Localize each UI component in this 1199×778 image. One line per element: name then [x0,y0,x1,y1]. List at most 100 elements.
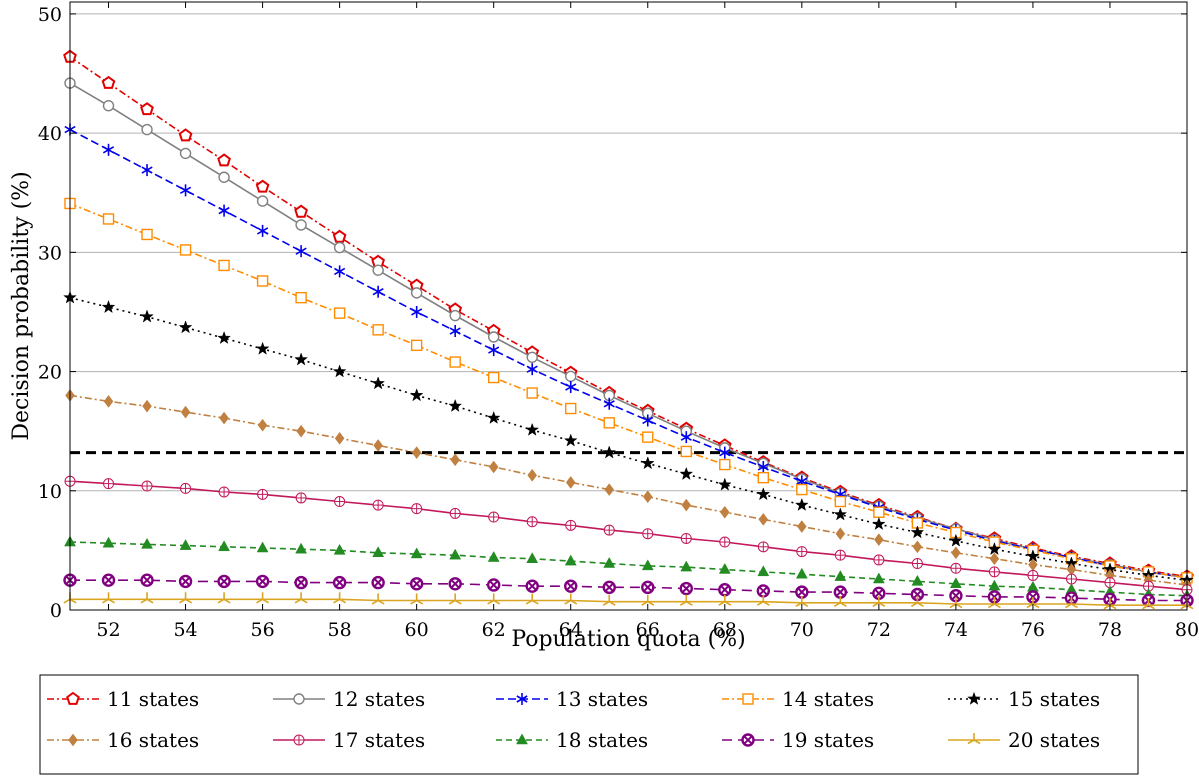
data-point-17-59 [372,499,384,511]
data-point-14-57 [295,291,307,304]
data-point-17-66 [642,528,654,540]
data-point-11-58 [332,229,347,243]
legend-entry-14: 14 states [722,687,874,711]
data-point-18-62 [487,551,500,562]
y-tick-label-10: 10 [38,481,62,503]
data-point-19-62 [486,578,501,592]
legend-label-12: 12 states [333,687,425,711]
data-point-13-54 [179,184,192,197]
data-point-14-61 [449,356,461,368]
series-14 [64,197,1193,584]
data-point-13-59 [372,285,384,298]
data-point-15-53 [140,309,154,323]
y-tick-label-0: 0 [50,600,62,622]
data-point-12-58 [333,241,346,254]
data-point-12-59 [372,264,384,276]
data-point-14-72 [873,506,885,518]
data-point-16-52 [103,394,114,408]
data-point-17-72 [873,554,885,566]
series-line-20 [70,598,1187,607]
data-point-11-52 [101,75,116,89]
data-point-15-74 [948,533,963,547]
data-point-13-63 [526,363,538,376]
x-tick-label-72: 72 [867,619,891,641]
series-line-11 [69,56,1188,578]
data-point-19-63 [525,579,539,593]
legend-marker-13 [516,693,528,705]
legend: 11 states 12 states 13 states 14 states 15 s… [39,674,1139,775]
x-tick-label-60: 60 [405,619,429,641]
data-point-14-55 [218,259,230,272]
data-point-13-66 [642,414,654,427]
data-point-16-61 [450,453,460,467]
data-point-12-64 [565,370,577,383]
data-point-12-52 [102,100,115,112]
data-point-19-54 [178,574,193,589]
data-point-19-69 [756,584,771,598]
grid-lines [70,13,1187,492]
data-point-13-62 [488,344,500,357]
data-point-19-57 [294,575,308,590]
data-point-15-60 [409,388,424,402]
series-line-19 [70,579,1187,602]
x-tick-label-76: 76 [1021,619,1045,641]
data-point-17-58 [334,496,346,508]
data-point-18-64 [564,554,577,566]
data-point-20-72 [872,595,886,608]
data-point-14-70 [796,483,808,496]
legend-label-20: 20 states [1008,728,1100,752]
data-point-17-55 [218,486,230,498]
data-point-16-66 [642,490,653,504]
data-point-20-74 [949,597,963,609]
data-point-14-68 [719,458,731,471]
data-point-11-56 [255,179,270,193]
legend-label-15: 15 states [1008,687,1100,711]
data-point-19-64 [564,579,578,593]
legend-entry-18: 18 states [496,728,648,752]
data-point-17-60 [411,503,423,515]
x-tick-label-80: 80 [1175,619,1199,641]
y-tick-label-40: 40 [38,123,62,145]
data-point-16-69 [758,512,769,526]
data-point-12-60 [410,287,423,299]
series-19 [63,573,1194,608]
legend-frame [39,674,1139,775]
plot-frame [69,1,1188,611]
data-point-17-54 [180,482,192,494]
data-point-15-66 [640,456,655,470]
data-point-20-75 [987,597,1001,609]
data-point-18-59 [372,546,385,558]
data-point-17-76 [1027,569,1039,581]
legend-entry-11: 11 states [47,687,199,711]
data-point-19-52 [101,573,116,587]
data-point-18-61 [449,548,462,560]
data-point-19-66 [641,580,655,595]
series-line-17 [69,480,1188,591]
series-11 [63,49,1194,583]
data-point-13-56 [256,224,269,237]
x-tick-label-54: 54 [173,619,197,641]
data-point-16-74 [951,546,961,560]
data-point-16-64 [565,476,576,489]
legend-label-14: 14 states [782,687,874,711]
data-point-13-68 [719,446,731,459]
legend-marker-12 [293,693,305,705]
series-18 [64,535,1193,600]
data-point-20-55 [217,592,231,604]
y-tick-label-30: 30 [38,242,62,264]
data-point-14-60 [410,339,423,352]
data-point-11-57 [294,204,308,218]
x-tick-label-52: 52 [96,619,120,641]
data-point-20-73 [910,595,924,608]
data-point-16-70 [797,520,807,533]
data-point-19-59 [371,575,385,590]
data-point-20-66 [641,594,655,606]
series-20 [63,592,1194,610]
data-point-18-60 [410,547,423,559]
x-tick-label-78: 78 [1098,619,1122,641]
data-point-13-52 [102,143,115,156]
data-point-20-52 [102,592,115,604]
x-tick-label-68: 68 [713,619,737,641]
x-axis-label: Population quota (%) [511,627,745,652]
